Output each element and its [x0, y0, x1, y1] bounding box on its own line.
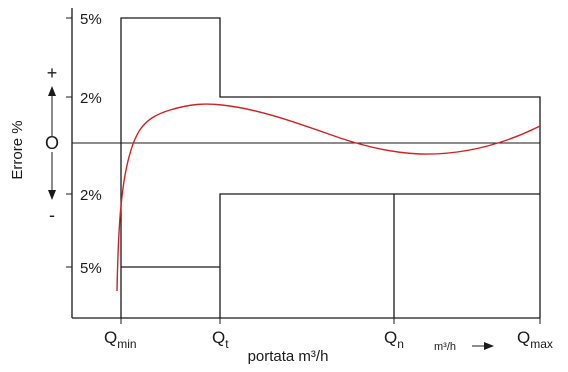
meter-error-curve: [116, 103, 541, 292]
minus-sign: -: [49, 205, 55, 225]
plus-sign: +: [47, 63, 58, 83]
x-unit-label: m³/h: [434, 341, 456, 353]
zero-sign: O: [45, 133, 59, 153]
upper-tolerance-limit: [120, 17, 541, 318]
label-qt: Qt: [212, 328, 229, 351]
up-arrow-icon: [48, 86, 56, 96]
y-axis-label: Errore %: [9, 120, 26, 179]
tick-label-upper-inner: 2%: [80, 90, 102, 107]
lower-tolerance-limit: [219, 193, 540, 318]
tick-label-upper-outer: 5%: [80, 11, 102, 28]
label-qn: Qn: [384, 328, 404, 351]
right-arrow-icon: [484, 342, 494, 350]
down-arrow-icon: [48, 190, 56, 200]
x-axis-label: portata m³/h: [248, 348, 329, 365]
label-qmax: Qmax: [517, 328, 553, 351]
tick-label-lower-outer: 5%: [80, 260, 102, 277]
tick-label-lower-inner: 2%: [80, 187, 102, 204]
label-qmin: Qmin: [104, 328, 137, 351]
